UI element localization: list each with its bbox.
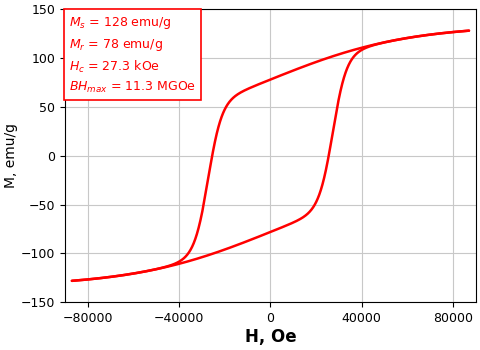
Y-axis label: M, emu/g: M, emu/g — [4, 123, 18, 188]
X-axis label: H, Oe: H, Oe — [245, 328, 296, 346]
Text: $M_s$ = 128 emu/g
$M_r$ = 78 emu/g
$H_c$ = 27.3 kOe
$BH_{max}$ = 11.3 MGOe: $M_s$ = 128 emu/g $M_r$ = 78 emu/g $H_c$… — [69, 15, 196, 95]
